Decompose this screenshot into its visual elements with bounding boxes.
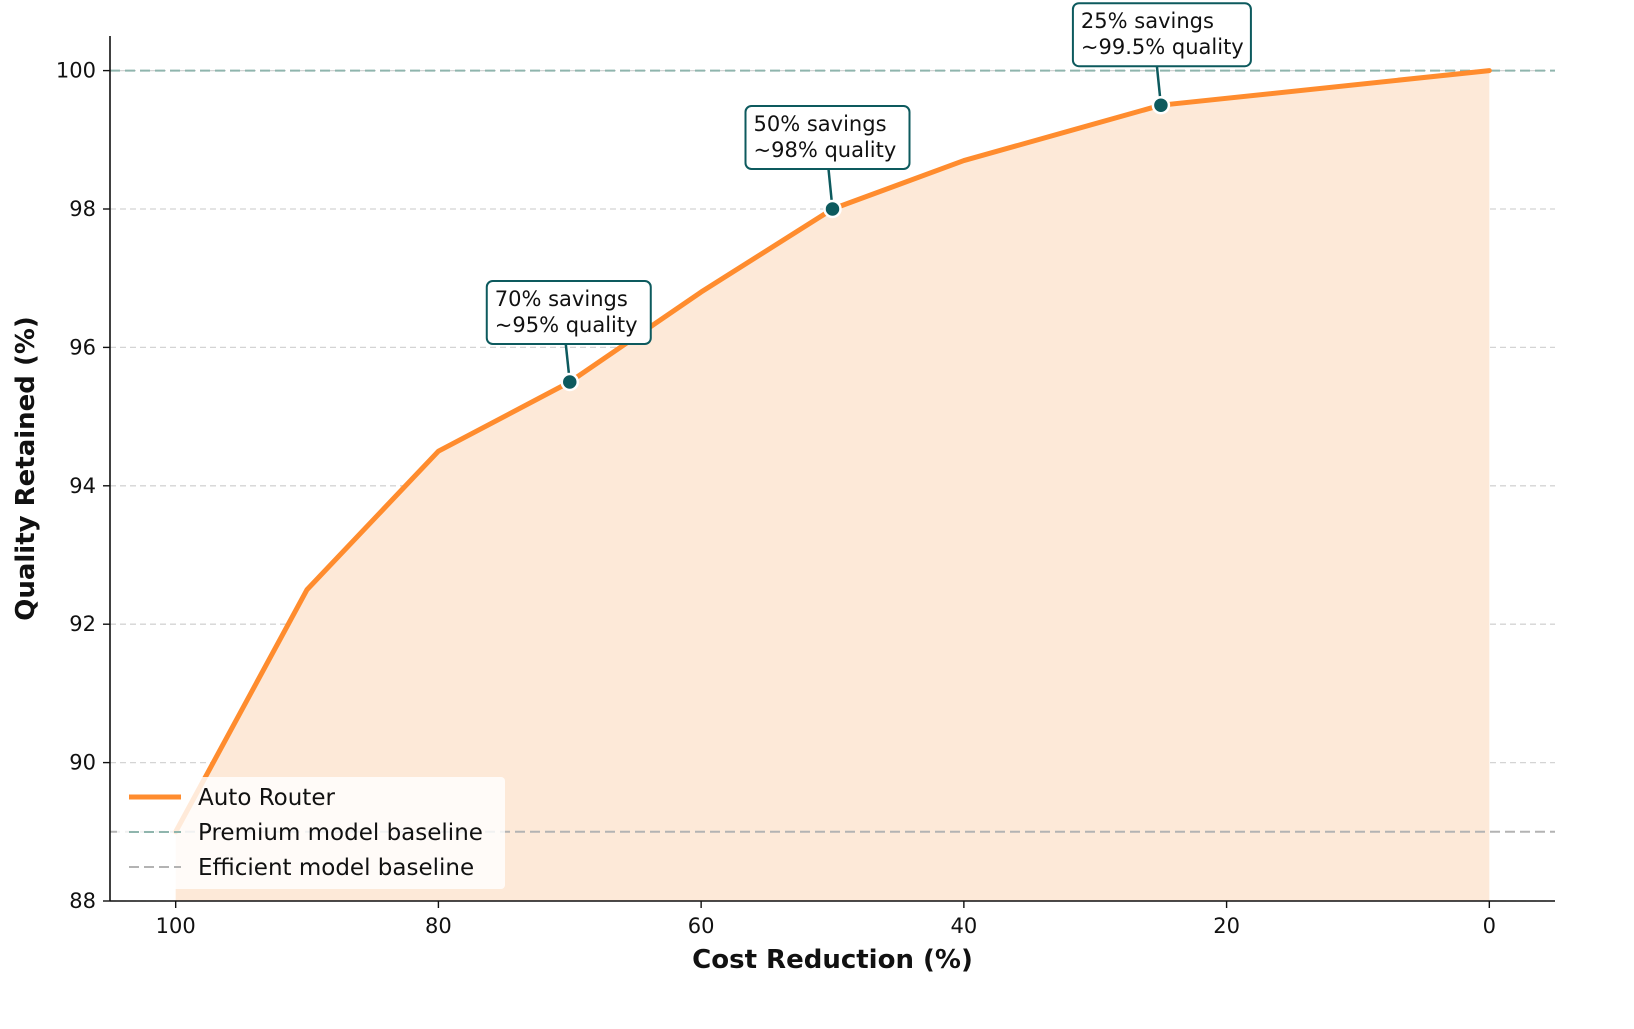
x-tick-label: 0 — [1483, 914, 1496, 938]
series-area-fill — [175, 70, 1490, 902]
y-tick-label: 90 — [69, 751, 96, 775]
annotation-point — [1151, 95, 1171, 115]
annotation-text: 25% savings — [1081, 9, 1214, 33]
area-fill — [175, 70, 1490, 902]
x-tick-label: 60 — [688, 914, 715, 938]
annotation-box — [744, 105, 911, 170]
legend-box — [117, 777, 505, 889]
series-line — [173, 68, 1492, 835]
annotation: 70% savings~95% quality — [485, 280, 652, 392]
annotation-point — [823, 199, 842, 219]
annotation: 25% savings~99.5% quality — [1071, 2, 1252, 115]
legend-label: Efficient model baseline — [198, 855, 474, 881]
x-tick-label: 40 — [950, 914, 977, 938]
annotation-text: ~99.5% quality — [1081, 35, 1244, 59]
annotations: 70% savings~95% quality 50% savings~98% q… — [485, 2, 1252, 392]
annotation-text: ~95% quality — [495, 313, 638, 337]
x-tick-label: 100 — [156, 914, 196, 938]
x-tick-label: 80 — [425, 914, 452, 938]
y-tick-label: 100 — [56, 59, 96, 83]
series-lines — [173, 68, 1492, 835]
annotation-box — [485, 280, 652, 345]
x-tick-label: 20 — [1213, 914, 1240, 938]
legend-label: Auto Router — [198, 785, 335, 811]
y-tick-label: 96 — [69, 335, 96, 359]
annotation-box — [1071, 2, 1252, 68]
y-tick-label: 88 — [69, 889, 96, 913]
legend: Auto Router Premium model baseline Efficie… — [117, 777, 505, 889]
y-tick-label: 92 — [69, 612, 96, 636]
annotation-point — [560, 372, 580, 392]
annotation-text: ~98% quality — [754, 138, 897, 162]
annotation-text: 70% savings — [495, 287, 628, 311]
y-tick-label: 98 — [69, 197, 96, 221]
annotation-text: 50% savings — [754, 112, 887, 136]
annotation: 50% savings~98% quality — [744, 105, 911, 219]
y-axis-title: Quality Retained (%) — [11, 316, 41, 621]
x-axis-title: Cost Reduction (%) — [692, 945, 973, 975]
axes: 88 90 92 94 96 98 100 100 80 60 40 20 0 — [56, 36, 1555, 938]
y-tick-label: 94 — [69, 474, 96, 498]
legend-label: Premium model baseline — [198, 820, 483, 846]
